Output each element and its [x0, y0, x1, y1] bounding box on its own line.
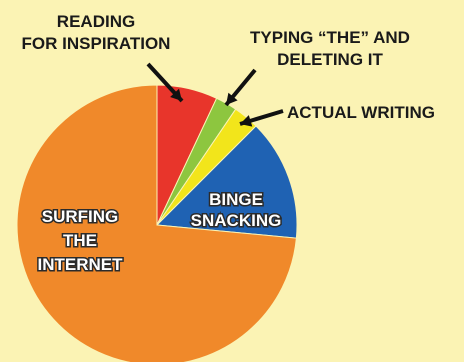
slice-label-line: FOR INSPIRATION: [22, 34, 171, 53]
slice-label-line: INTERNET: [38, 255, 124, 274]
slice-label: BINGE SNACKING: [191, 190, 282, 230]
slice-label-line: ACTUAL WRITING: [287, 103, 435, 122]
leader-arrowhead: [240, 115, 253, 127]
slice-label-line: READING: [57, 12, 135, 31]
leader-arrowhead: [170, 88, 182, 101]
slice-label-line: SURFING: [42, 207, 119, 226]
leader-arrowhead: [226, 92, 238, 105]
slice-label-line: TYPING “THE” AND: [250, 28, 410, 47]
slice-label: READING FOR INSPIRATION: [22, 12, 171, 53]
slice-label: ACTUAL WRITING: [287, 103, 435, 122]
pie-slice: [155, 125, 298, 239]
pie-slice: [16, 84, 297, 362]
slice-label: TYPING “THE” AND DELETING IT: [250, 28, 410, 69]
slice-label-line: BINGE: [209, 190, 263, 209]
slice-label-line: DELETING IT: [277, 50, 383, 69]
slice-label-line: SNACKING: [191, 211, 282, 230]
slice-label-line: THE: [63, 231, 97, 250]
slice-label: SURFING THE INTERNET: [38, 207, 124, 274]
